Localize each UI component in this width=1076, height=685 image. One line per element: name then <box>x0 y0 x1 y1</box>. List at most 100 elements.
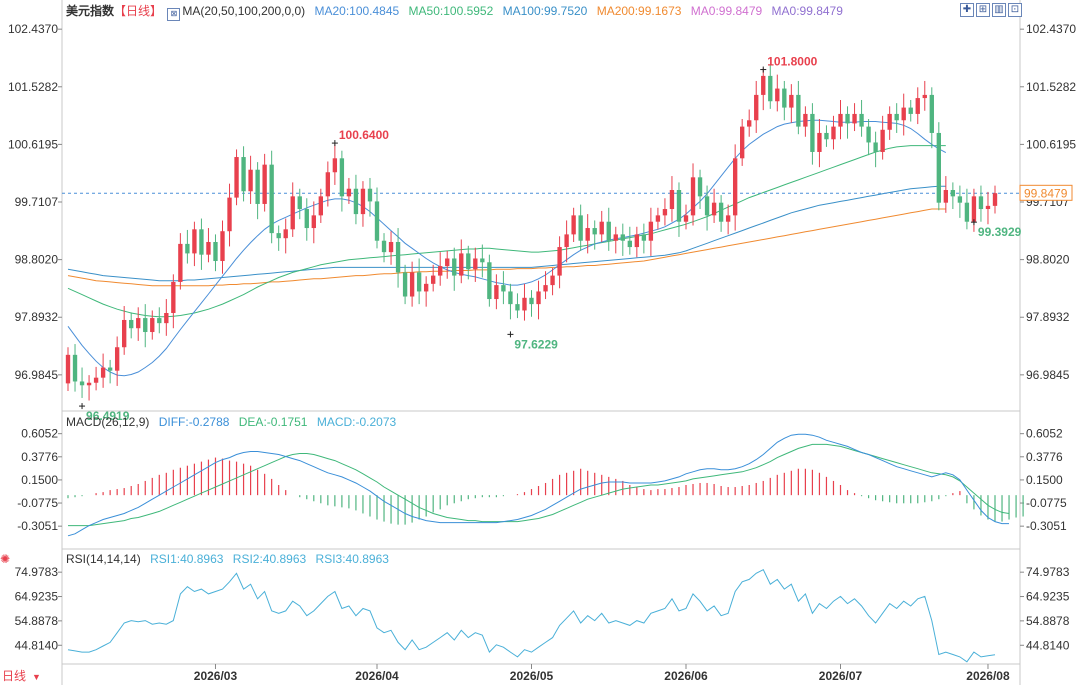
candle-body <box>929 94 934 133</box>
crosshair-icon[interactable]: ✚ <box>960 3 974 17</box>
candle-body <box>606 221 611 241</box>
fullscreen-icon[interactable]: ⊡ <box>1008 3 1022 17</box>
macd-header: MACD(26,12,9) DIFF:-0.2788 DEA:-0.1751 M… <box>66 415 402 429</box>
price-tick-label-left: 100.6195 <box>8 137 58 151</box>
candle-body <box>648 221 654 241</box>
candle-body <box>304 209 309 229</box>
candle-body <box>578 215 583 241</box>
candle-body <box>494 285 499 300</box>
price-tick-label-right: 98.8020 <box>1026 253 1070 267</box>
candle-body <box>416 272 422 292</box>
ma200-line <box>67 208 946 287</box>
macd-tick-label-left: 0.6052 <box>21 427 58 441</box>
candle-body <box>234 157 239 198</box>
candle-body <box>65 354 71 384</box>
candle-body <box>402 272 408 297</box>
candle-body <box>213 241 218 262</box>
candle-body <box>178 243 183 282</box>
annotation-label: 96.4919 <box>86 409 130 423</box>
candle-body <box>754 94 759 121</box>
candle-body <box>508 291 513 305</box>
rsi-header-text: RSI(14,14,14) RSI1:40.8963 RSI2:40.8963 … <box>66 552 395 566</box>
candle-body <box>297 196 302 210</box>
candle-body <box>718 202 724 222</box>
rsi-tick-label-right: 74.9783 <box>1026 565 1070 579</box>
candle-body <box>922 94 927 99</box>
ma-label: MA(20,50,100,200,0,0) <box>182 4 306 18</box>
indicator-icon[interactable]: ▥ <box>992 3 1006 17</box>
rsi-label: RSI(14,14,14) <box>66 552 141 566</box>
candle-body <box>887 113 892 130</box>
candle-body <box>817 132 822 152</box>
dif-line <box>67 433 1009 537</box>
candle-body <box>571 215 576 235</box>
period-label[interactable]: 【日线】 <box>114 4 163 18</box>
candle-body <box>339 158 345 197</box>
macd-tick-label-right: 0.6052 <box>1026 427 1063 441</box>
x-tick-label: 2026/08 <box>966 669 1010 683</box>
candle-body <box>803 113 808 127</box>
candle-body <box>585 228 590 241</box>
candle-body <box>466 253 471 270</box>
price-tick-label-left: 96.9845 <box>15 368 59 382</box>
candle-body <box>915 98 920 114</box>
candle-body <box>690 177 696 216</box>
x-tick-label: 2026/07 <box>819 669 863 683</box>
candle-body <box>164 313 169 324</box>
candle-body <box>114 347 120 371</box>
x-tick-label: 2026/05 <box>510 669 554 683</box>
candle-body <box>445 258 450 267</box>
x-tick-label: 2026/03 <box>194 669 238 683</box>
candle-body <box>220 231 225 262</box>
candle-body <box>473 258 478 270</box>
price-tick-label-left: 101.5282 <box>8 80 58 94</box>
last-price-label: 99.8479 <box>1024 186 1068 200</box>
macd-diff: DIFF:-0.2788 <box>158 415 230 429</box>
candle-body <box>395 241 401 273</box>
footer-dropdown-icon[interactable]: ▼ <box>32 672 41 682</box>
rsi2-value: RSI2:40.8963 <box>232 552 307 566</box>
ma-toggle-icon[interactable]: ⊠ <box>167 8 181 21</box>
candle-body <box>599 221 604 235</box>
main-header: 美元指数【日线】 ⊠ MA(20,50,100,200,0,0) MA20:100… <box>66 4 849 21</box>
candle-body <box>543 285 548 292</box>
candle-body <box>957 196 963 203</box>
ma200-value: MA200:99.1673 <box>596 4 682 18</box>
candle-body <box>480 258 485 263</box>
macd-tick-label-right: -0.3051 <box>1026 519 1067 533</box>
price-tick-label-left: 97.8932 <box>15 310 59 324</box>
price-tick-label-left: 98.8020 <box>15 253 59 267</box>
macd-panel <box>67 433 1024 537</box>
candle-body <box>964 202 970 222</box>
candle-body <box>550 275 555 286</box>
candle-body <box>248 169 253 192</box>
candle-body <box>704 196 710 216</box>
candle-body <box>592 228 597 235</box>
macd-tick-label-right: -0.0775 <box>1026 496 1067 510</box>
candle-body <box>859 113 864 127</box>
candle-body <box>143 318 148 333</box>
price-tick-label-right: 101.5282 <box>1026 80 1076 94</box>
candle-body <box>515 304 520 311</box>
rsi-header: ✺ <box>0 552 14 566</box>
candle-body <box>725 215 731 222</box>
candle-body <box>683 215 689 222</box>
dea-line <box>68 443 1010 527</box>
zoom-fit-icon[interactable]: ⊞ <box>976 3 990 17</box>
candle-body <box>789 94 794 108</box>
candle-body <box>711 202 717 216</box>
ma100-value: MA100:99.7520 <box>502 4 588 18</box>
rsi-settings-icon[interactable]: ✺ <box>0 552 11 566</box>
ma0-value-b: MA0:99.8479 <box>771 4 843 18</box>
candle-body <box>634 234 640 248</box>
footer-tab[interactable]: 日线 ▼ <box>2 669 47 684</box>
candle-body <box>185 243 190 254</box>
candle-body <box>199 229 204 255</box>
price-annotations: 101.8000 100.6400 97.6229 96.4919 99.3929 <box>79 55 1022 423</box>
candle-body <box>136 318 141 329</box>
axis-labels: 102.4370 102.4370 101.5282 101.5282 100.6195… <box>8 22 1076 683</box>
rsi-tick-label-left: 54.8878 <box>15 614 59 628</box>
price-tick-label-right: 100.6195 <box>1026 137 1076 151</box>
candle-body <box>431 275 436 284</box>
